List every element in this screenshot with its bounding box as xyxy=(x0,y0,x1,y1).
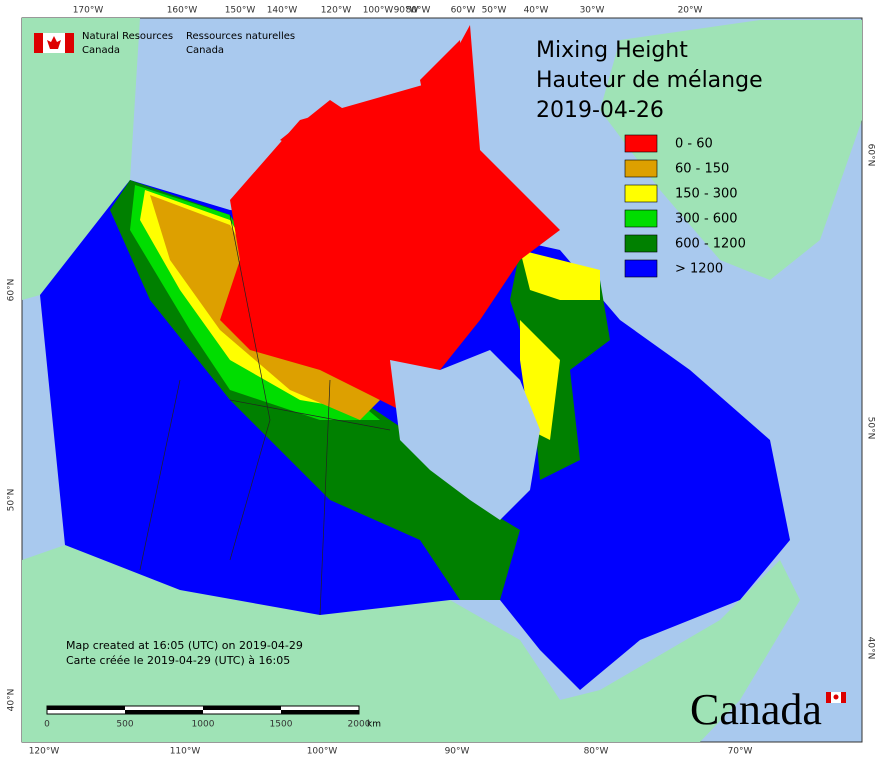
scale-unit: km xyxy=(367,720,381,730)
longitude-label: 40°W xyxy=(524,6,549,16)
title: Hauteur de mélange xyxy=(536,68,763,93)
longitude-label: 80°W xyxy=(406,6,431,16)
footnote: Map created at 16:05 (UTC) on 2019-04-29 xyxy=(66,639,303,652)
legend-label: 60 - 150 xyxy=(675,162,729,177)
longitude-label: 60°W xyxy=(451,6,476,16)
scale-label: 0 xyxy=(44,720,50,730)
arctic-islands xyxy=(280,40,465,160)
boundaries xyxy=(139,214,391,616)
scale-label: 1500 xyxy=(270,720,293,730)
alaska xyxy=(22,18,140,300)
dept-en: Natural Resources xyxy=(82,31,173,42)
longitude-label: 80°W xyxy=(584,747,609,757)
region-yellow-east xyxy=(520,250,600,440)
longitude-label: 70°W xyxy=(728,747,753,757)
legend-swatch xyxy=(624,234,658,253)
dept-fr: Canada xyxy=(186,45,224,56)
dept-fr: Ressources naturelles xyxy=(186,31,295,42)
hudson-bay xyxy=(390,350,540,520)
footnote: Carte créée le 2019-04-29 (UTC) à 16:05 xyxy=(66,654,290,667)
title: 2019-04-26 xyxy=(536,98,664,123)
dept-en: Canada xyxy=(82,45,120,56)
legend-swatch xyxy=(624,209,658,228)
legend-label: 0 - 60 xyxy=(675,137,713,152)
latitude-label: 40°N xyxy=(866,637,876,660)
scale-label: 1000 xyxy=(192,720,215,730)
latitude-label: 60°N xyxy=(866,144,876,167)
longitude-label: 30°W xyxy=(580,6,605,16)
longitude-label: 100°W xyxy=(363,6,394,16)
wordmark: Canada xyxy=(690,685,822,734)
region-dark-green-east xyxy=(510,250,610,480)
logo-flag xyxy=(34,33,74,53)
greenland xyxy=(600,20,862,280)
legend-swatch xyxy=(624,134,658,153)
latitude-label: 50°N xyxy=(866,417,876,440)
scale-bar xyxy=(46,705,360,715)
latitude-label: 40°N xyxy=(7,689,17,712)
legend-label: 600 - 1200 xyxy=(675,237,746,252)
legend-swatch xyxy=(624,159,658,178)
latitude-label: 50°N xyxy=(7,489,17,512)
longitude-label: 90°W xyxy=(394,6,419,16)
longitude-label: 160°W xyxy=(167,6,198,16)
scale-label: 500 xyxy=(116,720,133,730)
legend-swatch xyxy=(624,259,658,278)
longitude-label: 90°W xyxy=(445,747,470,757)
title: Mixing Height xyxy=(536,38,688,63)
longitude-label: 100°W xyxy=(307,747,338,757)
longitude-label: 170°W xyxy=(73,6,104,16)
longitude-label: 150°W xyxy=(225,6,256,16)
legend-swatch xyxy=(624,184,658,203)
longitude-label: 110°W xyxy=(170,747,201,757)
legend-label: 150 - 300 xyxy=(675,187,738,202)
usa xyxy=(22,545,800,742)
longitude-label: 20°W xyxy=(678,6,703,16)
longitude-label: 140°W xyxy=(267,6,298,16)
longitude-label: 120°W xyxy=(29,747,60,757)
scale-label: 2000 xyxy=(348,720,371,730)
wordmark-flag xyxy=(826,692,846,703)
longitude-label: 120°W xyxy=(321,6,352,16)
latitude-label: 60°N xyxy=(7,279,17,302)
legend-label: > 1200 xyxy=(675,262,723,277)
legend-label: 300 - 600 xyxy=(675,212,738,227)
longitude-label: 50°W xyxy=(482,6,507,16)
